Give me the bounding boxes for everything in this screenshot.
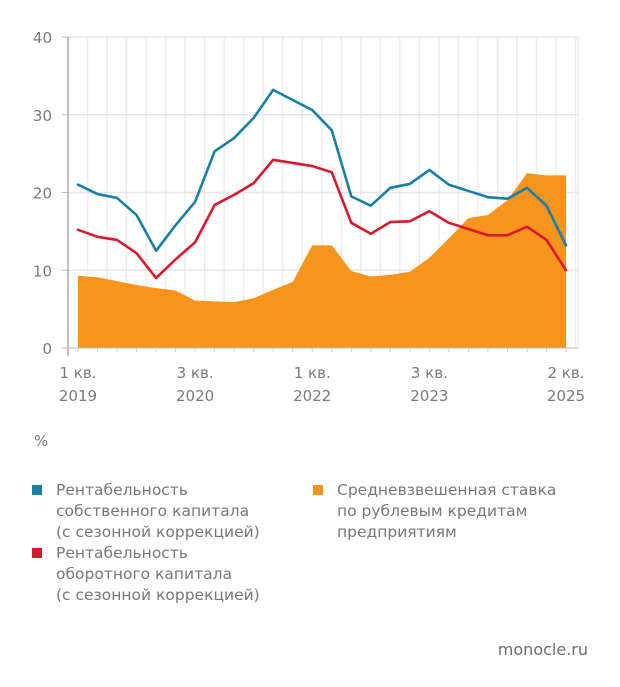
legend-item-rowc: Рентабельность оборотного капитала (с се… xyxy=(32,543,260,606)
area-loan-rate xyxy=(78,173,566,348)
legend-swatch-roe xyxy=(32,485,42,495)
tick-labels: 0 10 20 30 40 1 кв. 2019 3 кв. 2020 1 кв. 2022 3 кв… xyxy=(33,29,585,405)
x-tick-label: 1 кв. xyxy=(60,364,97,382)
x-tick-label: 2 кв. xyxy=(548,364,585,382)
x-tick-label: 2020 xyxy=(176,387,214,405)
x-tick-label: 1 кв. xyxy=(294,364,331,382)
legend-label-rate: Средневзвешенная ставка по рублевым кред… xyxy=(337,481,557,541)
legend-item-rate: Средневзвешенная ставка по рублевым кред… xyxy=(313,480,556,543)
legend-item-roe: Рентабельность собственного капитала (с … xyxy=(32,480,260,543)
x-tick-label: 3 кв. xyxy=(177,364,214,382)
x-tick-label: 2023 xyxy=(410,387,448,405)
line-layer xyxy=(76,88,568,280)
x-tick-label: 2022 xyxy=(293,387,331,405)
legend-left: Рентабельность собственного капитала (с … xyxy=(32,480,260,606)
y-tick-label: 10 xyxy=(33,262,52,280)
y-tick-label: 30 xyxy=(33,107,52,125)
legend-label-roe: Рентабельность собственного капитала (с … xyxy=(56,481,260,541)
y-tick-label: 40 xyxy=(33,29,52,47)
legend-swatch-rowc xyxy=(32,548,42,558)
unit-label: % xyxy=(34,432,49,450)
y-tick-label: 20 xyxy=(33,185,52,203)
chart: 0 10 20 30 40 1 кв. 2019 3 кв. 2020 1 кв. 2022 3 кв… xyxy=(33,29,585,405)
x-tick-label: 2019 xyxy=(59,387,97,405)
x-tick-label: 2025 xyxy=(547,387,585,405)
y-tick-label: 0 xyxy=(42,340,52,358)
axes xyxy=(62,36,578,356)
legend-swatch-rate xyxy=(313,485,323,495)
x-tick-label: 3 кв. xyxy=(411,364,448,382)
line-return-on-equity xyxy=(76,88,568,253)
legend-right: Средневзвешенная ставка по рублевым кред… xyxy=(313,480,556,543)
area-layer xyxy=(78,173,566,348)
legend-label-rowc: Рентабельность оборотного капитала (с се… xyxy=(56,544,260,604)
line-return-on-working-capital xyxy=(76,158,568,280)
source-label: monocle.ru xyxy=(497,640,588,659)
